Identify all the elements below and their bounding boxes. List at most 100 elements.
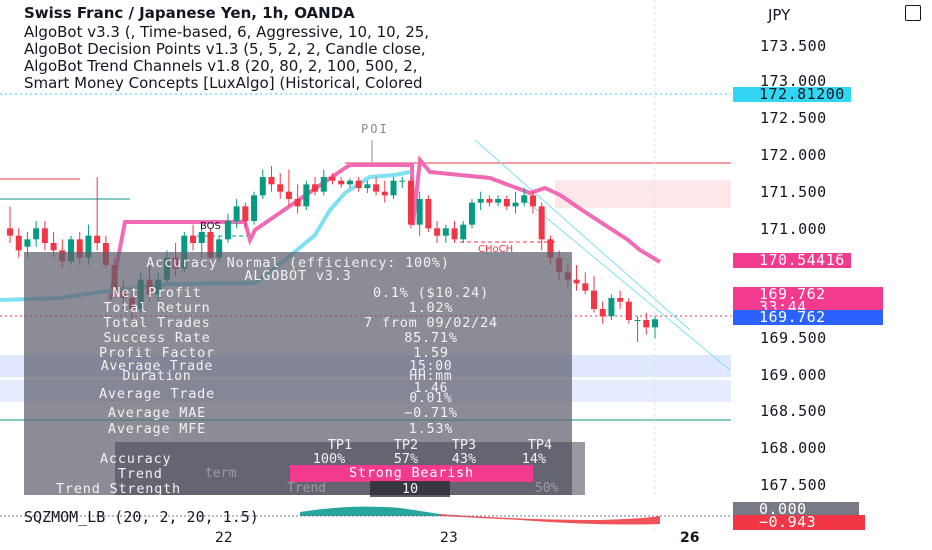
price-label: 169.000 — [760, 366, 827, 384]
candle-body — [373, 184, 380, 192]
price-label: 169.500 — [760, 329, 827, 347]
stats-subtitle-text: ALGOBOT v3.3 — [244, 268, 352, 284]
candle-body — [425, 199, 432, 229]
accuracy-value: 14% — [521, 451, 547, 467]
candle-body — [582, 283, 589, 291]
candle-body — [573, 279, 580, 284]
oscillator-label[interactable]: SQZMOM_LB (20, 2, 20, 1.5) — [24, 508, 259, 526]
candle-body — [198, 232, 205, 243]
price-label: 167.500 — [760, 476, 827, 494]
tp-header: TP2 — [393, 437, 419, 453]
candle-body — [242, 206, 249, 221]
candle-body — [381, 191, 388, 196]
candle-body — [259, 177, 266, 196]
candle-body — [608, 298, 615, 317]
candle-body — [233, 206, 240, 221]
candle-body — [399, 180, 406, 182]
settings-icon[interactable] — [905, 5, 921, 21]
supply-zone — [555, 180, 731, 208]
tp-header: TP4 — [527, 437, 553, 453]
trend-strength-label: Trend Strength — [56, 481, 181, 497]
current-price-tag: 169.762 — [733, 287, 883, 302]
candle-body — [521, 195, 528, 203]
stats-row: Average MFE 1.53% — [24, 421, 572, 437]
stats-row-value: 1.59 — [413, 345, 449, 361]
stats-row-label: Profit Factor — [98, 345, 216, 361]
tp-header: TP1 — [327, 437, 353, 453]
price-label: 172.500 — [760, 109, 827, 127]
candle-body — [495, 199, 502, 203]
indicator-line-3[interactable]: AlgoBot Trend Channels v1.8 (20, 80, 2, … — [24, 57, 418, 75]
candle-body — [41, 228, 48, 243]
candle-body — [251, 195, 258, 221]
candle-body — [416, 199, 423, 225]
stats-row: Success Rate 85.71% — [24, 330, 572, 346]
candle-body — [434, 228, 441, 236]
candle-body — [216, 239, 223, 258]
price-label: 171.500 — [760, 183, 827, 201]
osc-zero-tag: 0.000 — [733, 502, 859, 517]
accuracy-value: 57% — [393, 451, 419, 467]
stats-row: Average MAE −0.71% — [24, 405, 572, 421]
candle-body — [390, 180, 397, 196]
candle-body — [294, 199, 301, 207]
candle-body — [625, 301, 632, 320]
stats-row: Average Trade Duration 15:00 HH:mm — [24, 359, 572, 384]
date-label: 26 — [680, 530, 700, 546]
candle-body — [33, 228, 40, 240]
candle-body — [207, 232, 214, 258]
trend-label: Trend — [118, 466, 163, 482]
osc-green-area — [300, 506, 440, 516]
ghost-term-text: term — [205, 466, 237, 481]
currency-label[interactable]: JPY — [768, 6, 791, 24]
indicator-line-1[interactable]: AlgoBot v3.3 (, Time-based, 6, Aggressiv… — [24, 23, 430, 41]
candle-body — [24, 239, 31, 247]
stats-row-label: Total Trades — [103, 315, 211, 331]
candle-body — [94, 235, 101, 243]
pink-price-tag: 170.54416 — [733, 253, 851, 268]
blue-price-tag: 169.762 — [733, 310, 883, 325]
candle-body — [529, 195, 536, 207]
stats-row-value: 7 from 09/02/24 — [364, 315, 498, 331]
indicator-line-2[interactable]: AlgoBot Decision Points v1.3 (5, 5, 2, 2… — [24, 40, 426, 58]
candle-body — [68, 239, 75, 262]
candle-body — [460, 224, 467, 240]
accuracy-value: 100% — [312, 451, 346, 467]
candle-body — [442, 228, 449, 236]
ghost-50-text: 50% — [535, 481, 559, 496]
candle-body — [355, 180, 362, 188]
stats-subtitle: ALGOBOT v3.3 — [24, 268, 572, 284]
candle-body — [320, 177, 327, 192]
bos-marker: BOS — [200, 221, 221, 232]
indicator-line-4[interactable]: Smart Money Concepts [LuxAlgo] (Historic… — [24, 74, 423, 92]
price-label: 173.500 — [760, 37, 827, 55]
poi-marker: POI — [361, 122, 389, 136]
candle-body — [468, 202, 475, 225]
cyan-price-tag: 172.81200 — [733, 87, 851, 102]
candle-body — [85, 235, 92, 258]
symbol-title: Swiss Franc / Japanese Yen, 1h, OANDA — [24, 4, 355, 22]
candle-body — [451, 228, 458, 240]
stats-row-label: Success Rate — [103, 330, 211, 346]
candle-body — [486, 199, 493, 203]
stats-row-label: Net Profit — [112, 285, 202, 301]
candle-body — [407, 180, 414, 225]
candle-body — [617, 298, 624, 302]
stats-row-value: 1.53% — [408, 421, 454, 437]
candle-body — [303, 184, 310, 207]
candle-body — [643, 320, 650, 328]
stats-row-value: 15:00 HH:mm — [409, 359, 453, 384]
price-label: 168.000 — [760, 439, 827, 457]
price-label: 172.000 — [760, 146, 827, 164]
stats-row-label: Average MAE — [107, 405, 207, 421]
candle-body — [76, 239, 83, 258]
stats-row-value: 85.71% — [404, 330, 458, 346]
accuracy-value: 43% — [451, 451, 477, 467]
candle-body — [547, 239, 554, 258]
stats-row-label: Average Trade Duration — [100, 359, 214, 384]
candle-body — [268, 177, 275, 185]
stats-row-value: 0.1% ($10.24) — [372, 285, 490, 301]
trend-value-badge: Strong Bearish — [290, 465, 533, 482]
date-label: 23 — [440, 530, 458, 546]
osc-value-tag: −0.943 — [733, 515, 865, 530]
